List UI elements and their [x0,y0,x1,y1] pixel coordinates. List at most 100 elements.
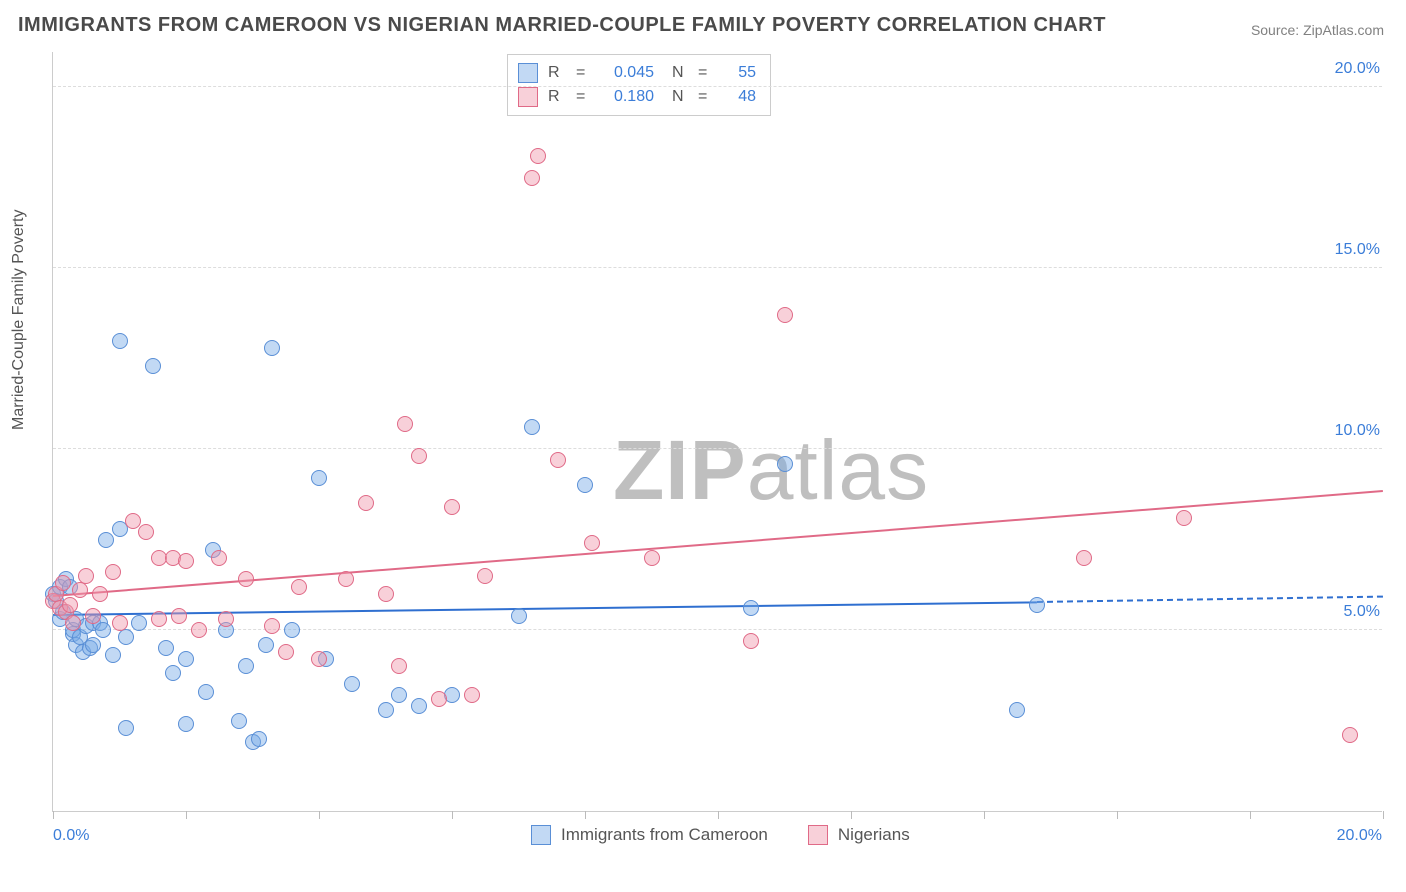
x-tick [585,811,586,819]
data-point-cameroon [131,615,147,631]
y-axis-title: Married-Couple Family Poverty [10,209,28,430]
watermark-thin: atlas [747,423,929,517]
x-tick [452,811,453,819]
x-tick [984,811,985,819]
series-legend: Immigrants from Cameroon Nigerians [531,825,910,845]
source-label: Source: [1251,22,1303,38]
data-point-nigerians [85,608,101,624]
r-value: 0.045 [598,64,654,82]
data-point-cameroon [178,716,194,732]
data-point-cameroon [411,698,427,714]
data-point-nigerians [105,564,121,580]
data-point-nigerians [743,633,759,649]
x-tick [1383,811,1384,819]
legend-item-nigerians: Nigerians [808,825,910,845]
data-point-cameroon [524,419,540,435]
scatter-plot-area: ZIPatlas R=0.045N=55R=0.180N=48 0.0% 20.… [52,52,1382,812]
legend-label: Nigerians [838,825,910,845]
data-point-cameroon [1009,702,1025,718]
x-tick [851,811,852,819]
watermark-bold: ZIP [613,423,747,517]
data-point-nigerians [397,416,413,432]
r-value: 0.180 [598,88,654,106]
data-point-cameroon [284,622,300,638]
source-name: ZipAtlas.com [1303,22,1384,38]
data-point-cameroon [1029,597,1045,613]
data-point-cameroon [118,720,134,736]
data-point-nigerians [218,611,234,627]
data-point-nigerians [431,691,447,707]
data-point-nigerians [211,550,227,566]
data-point-nigerians [291,579,307,595]
data-point-cameroon [178,651,194,667]
x-tick [186,811,187,819]
data-point-cameroon [344,676,360,692]
data-point-nigerians [191,622,207,638]
equals-sign: = [698,88,710,106]
data-point-nigerians [238,571,254,587]
x-axis-max-label: 20.0% [1337,827,1382,845]
legend-item-cameroon: Immigrants from Cameroon [531,825,768,845]
data-point-nigerians [1342,727,1358,743]
source-attribution: Source: ZipAtlas.com [1251,22,1384,38]
data-point-cameroon [378,702,394,718]
equals-sign: = [698,64,710,82]
data-point-nigerians [391,658,407,674]
data-point-nigerians [78,568,94,584]
data-point-cameroon [777,456,793,472]
gridline [53,629,1382,630]
data-point-nigerians [65,615,81,631]
data-point-nigerians [444,499,460,515]
data-point-cameroon [311,470,327,486]
data-point-nigerians [264,618,280,634]
gridline [53,448,1382,449]
data-point-cameroon [511,608,527,624]
data-point-nigerians [311,651,327,667]
data-point-cameroon [112,333,128,349]
data-point-nigerians [55,575,71,591]
data-point-cameroon [165,665,181,681]
data-point-nigerians [1076,550,1092,566]
data-point-nigerians [62,597,78,613]
watermark: ZIPatlas [613,422,929,519]
data-point-cameroon [251,731,267,747]
data-point-nigerians [171,608,187,624]
data-point-nigerians [378,586,394,602]
data-point-nigerians [530,148,546,164]
data-point-nigerians [584,535,600,551]
data-point-nigerians [358,495,374,511]
data-point-nigerians [178,553,194,569]
n-value: 48 [720,88,756,106]
data-point-nigerians [777,307,793,323]
data-point-cameroon [118,629,134,645]
trend-line [53,601,1037,616]
data-point-nigerians [644,550,660,566]
data-point-nigerians [1176,510,1192,526]
x-tick [319,811,320,819]
data-point-nigerians [72,582,88,598]
gridline [53,267,1382,268]
equals-sign: = [576,64,588,82]
r-label: R [548,88,566,106]
data-point-cameroon [258,637,274,653]
data-point-cameroon [95,622,111,638]
legend-swatch [518,63,538,83]
data-point-nigerians [338,571,354,587]
n-label: N [672,64,688,82]
data-point-nigerians [411,448,427,464]
x-tick [1250,811,1251,819]
data-point-nigerians [524,170,540,186]
data-point-nigerians [464,687,480,703]
data-point-nigerians [92,586,108,602]
n-value: 55 [720,64,756,82]
data-point-cameroon [238,658,254,674]
data-point-nigerians [278,644,294,660]
x-tick [718,811,719,819]
data-point-cameroon [391,687,407,703]
gridline [53,86,1382,87]
x-tick [1117,811,1118,819]
correlation-row-cameroon: R=0.045N=55 [518,61,756,85]
y-tick-label: 5.0% [1340,603,1384,621]
data-point-nigerians [550,452,566,468]
chart-title: IMMIGRANTS FROM CAMEROON VS NIGERIAN MAR… [18,14,1106,37]
